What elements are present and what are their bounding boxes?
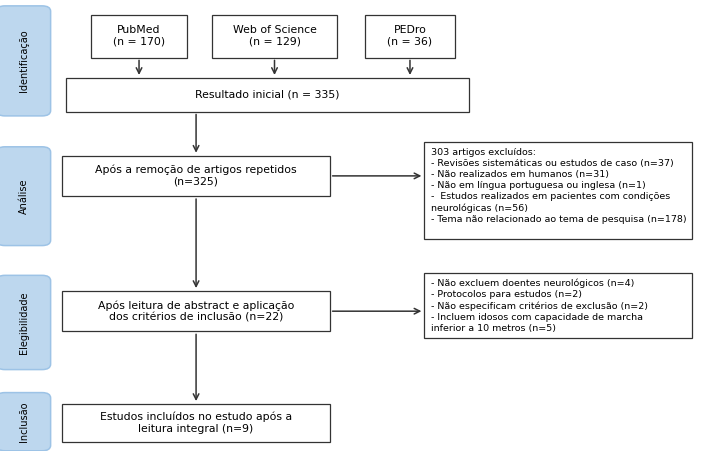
Bar bbox=[63, 291, 330, 331]
Bar bbox=[365, 15, 455, 57]
Bar bbox=[63, 404, 330, 442]
Text: Identificação: Identificação bbox=[19, 30, 29, 92]
Text: Após a remoção de artigos repetidos
(n=325): Após a remoção de artigos repetidos (n=3… bbox=[96, 165, 297, 187]
Text: 303 artigos excluídos:
- Revisões sistemáticas ou estudos de caso (n=37)
- Não r: 303 artigos excluídos: - Revisões sistem… bbox=[431, 148, 687, 224]
Text: Após leitura de abstract e aplicação
dos critérios de inclusão (n=22): Após leitura de abstract e aplicação dos… bbox=[98, 300, 294, 322]
Text: PEDro
(n = 36): PEDro (n = 36) bbox=[387, 25, 433, 47]
Text: Elegibilidade: Elegibilidade bbox=[19, 291, 29, 354]
Text: - Não excluem doentes neurológicos (n=4)
- Protocolos para estudos (n=2)
- Não e: - Não excluem doentes neurológicos (n=4)… bbox=[431, 279, 648, 333]
Bar bbox=[91, 15, 187, 57]
Text: Resultado inicial (n = 335): Resultado inicial (n = 335) bbox=[195, 90, 339, 100]
FancyBboxPatch shape bbox=[0, 392, 51, 451]
Text: Inclusão: Inclusão bbox=[19, 401, 29, 442]
Bar bbox=[212, 15, 337, 57]
Text: Análise: Análise bbox=[19, 179, 29, 214]
FancyBboxPatch shape bbox=[0, 147, 51, 246]
Bar bbox=[424, 142, 692, 239]
Bar bbox=[63, 156, 330, 196]
Bar bbox=[424, 273, 692, 338]
Text: Web of Science
(n = 129): Web of Science (n = 129) bbox=[232, 25, 317, 47]
FancyBboxPatch shape bbox=[0, 6, 51, 116]
Text: Estudos incluídos no estudo após a
leitura integral (n=9): Estudos incluídos no estudo após a leitu… bbox=[100, 412, 292, 434]
Text: PubMed
(n = 170): PubMed (n = 170) bbox=[113, 25, 165, 47]
Bar bbox=[66, 78, 469, 112]
FancyBboxPatch shape bbox=[0, 275, 51, 370]
